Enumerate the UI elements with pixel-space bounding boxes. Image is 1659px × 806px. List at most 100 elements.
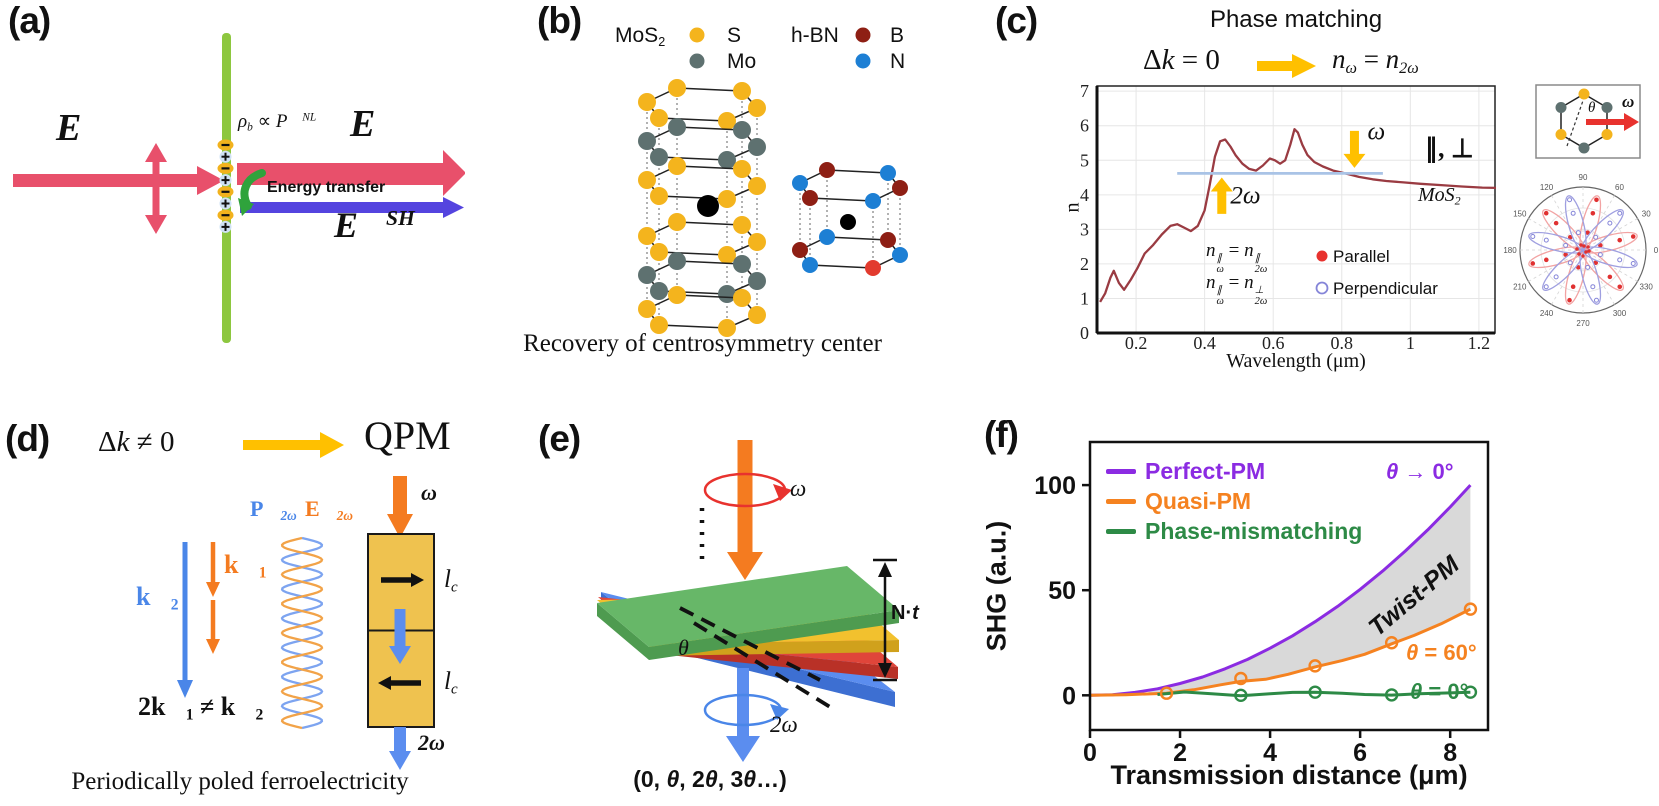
thickness-bracket [873,558,897,682]
polar-angle-label: 120 [1540,183,1554,192]
atom [650,243,668,261]
f-xaxis-label: Transmission distance (μm) [1110,760,1468,790]
material-label: MoS2 [1418,184,1461,208]
atom [650,316,668,334]
polar-data-circle [1563,242,1569,248]
e2w-label: E⃗2ω [305,496,353,523]
plate-green [597,566,899,660]
atom [668,118,686,136]
panel-d-graphics [177,432,435,770]
atom [650,282,668,300]
x-tick-label: 0.8 [1331,333,1354,353]
atom [748,233,766,251]
atom [638,132,656,150]
k2-vector-arrow [177,542,193,698]
polar-angle-label: 330 [1640,283,1654,292]
b-atom-legend-dot [855,27,871,43]
panel-b-graphics [638,27,908,337]
chart-series [1099,128,1497,303]
polar-data-dot [1630,234,1636,239]
polar-angle-label: 180 [1503,246,1517,255]
k2-label: k⃗2 [136,582,179,614]
n-atom-legend-dot [855,53,871,69]
legend-label: Quasi-PM [1145,487,1252,514]
legend-label: Perfect-PM [1145,457,1266,484]
x-tick-label: 1 [1406,333,1415,353]
qpm-crystal-box [367,476,435,770]
legend-item: Perfect-PM [1106,456,1362,486]
twist-angle-label: θ [678,635,689,660]
atom [638,171,656,189]
atom [892,247,908,263]
stack-thickness-label: N·t [891,602,919,624]
atom [718,246,736,264]
atom [650,109,668,127]
atom [733,255,751,273]
energy-transfer-arrow [238,169,266,216]
y-tick-label: 0 [1062,682,1076,710]
panel-c-graphics: 2ω ω 0.2 0.4 0.6 0.8 1 1.2 0 1 2 3 4 5 6 7 0 30 60 90 120 1… [1080,54,1659,353]
hbn-legend-label: h-BN [791,24,839,47]
polar-data-circle [1593,297,1599,303]
inversion-center-dot [697,195,719,217]
incident-field-arrow [13,166,224,195]
atom [865,260,881,276]
phase-match-condition: Δk = 0 [1143,44,1220,76]
mismatch-condition: Δk ≠ 0 [98,426,175,458]
atom [650,187,668,205]
atom [718,112,736,130]
atom [880,165,896,181]
atom [819,229,835,245]
polar-data-dot [1593,260,1599,266]
atom [638,266,656,284]
y-tick-label: 100 [1034,472,1076,500]
atom [718,151,736,169]
data-marker [1308,659,1322,673]
panel-e-graphics [597,440,899,762]
sh-rotation-ellipse [703,693,789,727]
coherence-length-label-2: lc [444,668,458,698]
atom [668,252,686,270]
x-tick-label: 0 [1083,739,1097,767]
helix-curve [280,536,324,730]
atom [668,213,686,231]
n-legend-label: N [890,50,906,73]
polar-data-circle [1593,234,1599,240]
perpendicular-legend-label: Perpendicular [1333,279,1438,298]
atom [819,162,835,178]
polar-data-circle [1543,284,1549,290]
polar-data-dot [1617,284,1623,290]
implies-arrow [243,432,344,458]
polar-data-circle [1585,264,1591,270]
panel-label-d: (d) [5,418,50,459]
polar-angle-label: 60 [1615,183,1624,192]
panel-label-a: (a) [8,0,51,41]
annotation-label: 2ω [1230,182,1260,209]
polar-angle-label: 150 [1513,210,1527,219]
panel-f-graphics: 0 2 4 6 8 0 50 100 [1034,440,1490,767]
quasi-pm-annotation: θ = 60° [1406,640,1477,665]
inset-omega-label: ω [1622,92,1635,111]
panel-label-c: (c) [995,0,1038,41]
plot-border [1088,440,1490,732]
data-marker [1463,685,1478,699]
atom [718,190,736,208]
y-tick-label: 6 [1080,116,1089,136]
y-tick-label: 2 [1080,254,1089,274]
p2w-label: P⃗2ω [250,496,297,523]
fill-region [1148,485,1471,694]
mismatch-annotation: θ = 0° [1410,679,1469,704]
atom [638,300,656,318]
y-tick-label: 1 [1080,288,1089,308]
y-tick-label: 7 [1080,81,1089,101]
polarization-symbols: ∥, ⊥ [1425,134,1474,163]
legend-label: Phase-mismatching [1145,517,1363,544]
atom [733,216,751,234]
polar-data-dot [1543,257,1549,263]
series-Phase-mismatching [1157,690,1471,698]
bound-charge-formula: ρb ∝ P⃗NL [238,111,317,134]
atom [668,286,686,304]
k1-vector-arrows [206,542,220,654]
incident-field-label: E⃗ [56,107,111,149]
series-0 [1099,128,1497,303]
